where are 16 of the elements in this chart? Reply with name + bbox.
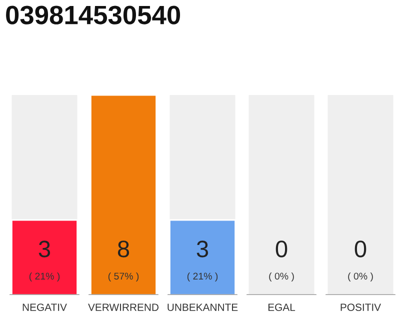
x-tick-label: VERWIRREND [88,304,158,311]
data-label: 3 [38,240,50,258]
annotation: ( 21% ) [187,272,218,282]
x-tick-label: UNBEKANNTE [168,304,238,311]
x-tick-label: NEGATIV [22,304,67,311]
data-label: 3 [196,240,208,258]
x-tick-label: POSITIV [340,304,382,311]
annotation: ( 57% ) [108,272,139,282]
chart-title: 039814530540 [6,6,180,24]
data-label: 8 [118,240,130,258]
x-tick-label: EGAL [268,304,296,311]
annotation: ( 0% ) [348,272,373,282]
data-label: 0 [276,240,288,258]
annotation: ( 0% ) [269,272,294,282]
data-label: 0 [354,240,366,258]
annotation: ( 21% ) [29,272,60,282]
